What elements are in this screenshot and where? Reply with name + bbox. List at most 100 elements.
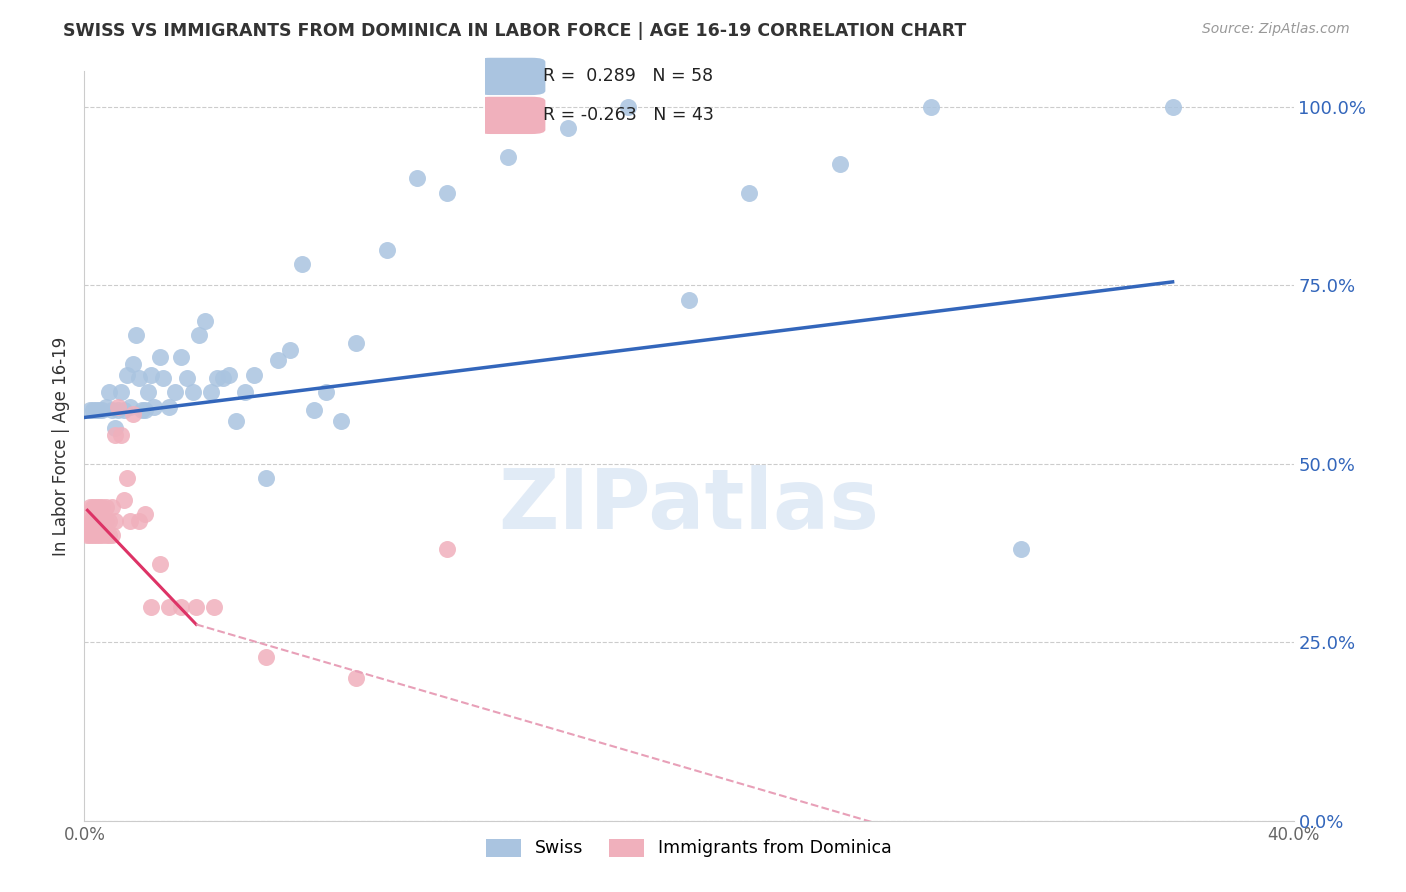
Point <box>107 400 129 414</box>
Point <box>86 514 108 528</box>
Point <box>89 514 111 528</box>
Point <box>134 403 156 417</box>
Point <box>202 599 225 614</box>
Point <box>91 500 114 514</box>
Point <box>830 157 852 171</box>
Point <box>121 407 143 421</box>
Point <box>496 150 519 164</box>
Point <box>346 335 368 350</box>
Legend: Swiss, Immigrants from Dominica: Swiss, Immigrants from Dominica <box>479 831 898 864</box>
Point <box>188 328 211 343</box>
Point <box>212 371 235 385</box>
Point <box>267 353 290 368</box>
Point <box>375 243 398 257</box>
Point <box>134 507 156 521</box>
Point <box>79 500 101 514</box>
Point <box>118 514 141 528</box>
Point <box>82 514 104 528</box>
Point <box>91 528 114 542</box>
Point <box>291 257 314 271</box>
Point <box>738 186 761 200</box>
Point <box>94 500 117 514</box>
Point <box>557 121 579 136</box>
Point <box>315 385 337 400</box>
Point <box>104 421 127 435</box>
Point <box>139 599 162 614</box>
Point <box>100 500 122 514</box>
Point <box>91 403 114 417</box>
Point <box>200 385 222 400</box>
Point <box>100 403 122 417</box>
Point <box>920 100 942 114</box>
Text: R =  0.289   N = 58: R = 0.289 N = 58 <box>543 68 713 86</box>
Point <box>142 400 165 414</box>
Point <box>100 528 122 542</box>
Text: Source: ZipAtlas.com: Source: ZipAtlas.com <box>1202 22 1350 37</box>
Y-axis label: In Labor Force | Age 16-19: In Labor Force | Age 16-19 <box>52 336 70 556</box>
Point <box>139 368 162 382</box>
FancyBboxPatch shape <box>477 58 546 95</box>
Point <box>242 368 264 382</box>
Point <box>89 528 111 542</box>
Point <box>82 403 104 417</box>
Point <box>436 186 458 200</box>
Point <box>104 428 127 442</box>
Point <box>115 368 138 382</box>
Point <box>86 403 108 417</box>
Text: SWISS VS IMMIGRANTS FROM DOMINICA IN LABOR FORCE | AGE 16-19 CORRELATION CHART: SWISS VS IMMIGRANTS FROM DOMINICA IN LAB… <box>63 22 966 40</box>
Point <box>115 471 138 485</box>
Point <box>76 528 98 542</box>
Point <box>128 371 150 385</box>
FancyBboxPatch shape <box>477 96 546 134</box>
Point <box>89 403 111 417</box>
Point <box>91 514 114 528</box>
Point <box>104 514 127 528</box>
Point <box>94 528 117 542</box>
Point <box>254 649 277 664</box>
Text: ZIPatlas: ZIPatlas <box>499 466 879 547</box>
Point <box>186 599 208 614</box>
Point <box>194 314 217 328</box>
Point <box>89 500 111 514</box>
Point <box>86 500 108 514</box>
Point <box>1161 100 1184 114</box>
Point <box>79 528 101 542</box>
Point <box>157 599 180 614</box>
Point <box>678 293 700 307</box>
Text: R = -0.263   N = 43: R = -0.263 N = 43 <box>543 106 713 124</box>
Point <box>136 385 159 400</box>
Point <box>254 471 277 485</box>
Point <box>94 514 117 528</box>
Point <box>125 328 148 343</box>
Point <box>406 171 429 186</box>
Point <box>278 343 301 357</box>
Point <box>233 385 256 400</box>
Point <box>165 385 187 400</box>
Point <box>617 100 640 114</box>
Point <box>79 514 101 528</box>
Point <box>128 514 150 528</box>
Point <box>82 500 104 514</box>
Point <box>76 514 98 528</box>
Point <box>112 403 135 417</box>
Point <box>110 385 132 400</box>
Point <box>170 599 193 614</box>
Point <box>97 528 120 542</box>
Point <box>218 368 240 382</box>
Point <box>302 403 325 417</box>
Point <box>149 557 172 571</box>
Point <box>121 357 143 371</box>
Point <box>82 528 104 542</box>
Point <box>207 371 229 385</box>
Point <box>330 414 353 428</box>
Point <box>152 371 174 385</box>
Point <box>149 350 172 364</box>
Point <box>107 403 129 417</box>
Point <box>225 414 247 428</box>
Point <box>118 400 141 414</box>
Point <box>1011 542 1033 557</box>
Point <box>112 492 135 507</box>
Point <box>436 542 458 557</box>
Point <box>181 385 204 400</box>
Point <box>176 371 198 385</box>
